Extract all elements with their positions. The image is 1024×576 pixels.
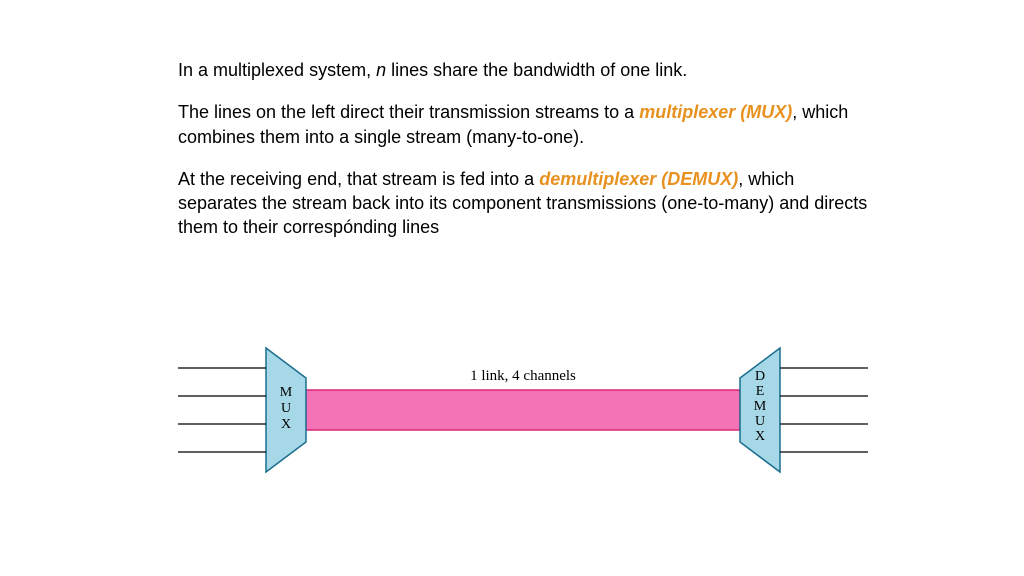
demux-label-char: X bbox=[755, 429, 765, 444]
diagram-svg: 1 link, 4 channelsMUXDEMUX bbox=[178, 340, 868, 520]
demux-label-char: U bbox=[755, 414, 765, 429]
p2-a: The lines on the left direct their trans… bbox=[178, 102, 639, 122]
link-channel bbox=[306, 390, 740, 430]
demux-label-char: E bbox=[756, 384, 765, 399]
demux-label-char: D bbox=[755, 369, 765, 384]
paragraph-3: At the receiving end, that stream is fed… bbox=[178, 167, 868, 240]
mux-label-char: U bbox=[281, 401, 291, 416]
p3-highlight: demultiplexer (DEMUX) bbox=[539, 169, 738, 189]
p1-a: In a multiplexed system, bbox=[178, 60, 376, 80]
mux-label-char: M bbox=[280, 385, 293, 400]
link-label: 1 link, 4 channels bbox=[470, 368, 576, 384]
mux-label-char: X bbox=[281, 417, 291, 432]
p2-highlight: multiplexer (MUX) bbox=[639, 102, 792, 122]
p1-n: n bbox=[376, 60, 386, 80]
demux-label-char: M bbox=[754, 399, 767, 414]
paragraph-1: In a multiplexed system, n lines share t… bbox=[178, 58, 868, 82]
description-text: In a multiplexed system, n lines share t… bbox=[178, 58, 868, 240]
paragraph-2: The lines on the left direct their trans… bbox=[178, 100, 868, 149]
p1-b: lines share the bandwidth of one link. bbox=[386, 60, 687, 80]
p3-a: At the receiving end, that stream is fed… bbox=[178, 169, 539, 189]
mux-demux-diagram: 1 link, 4 channelsMUXDEMUX bbox=[178, 340, 868, 520]
